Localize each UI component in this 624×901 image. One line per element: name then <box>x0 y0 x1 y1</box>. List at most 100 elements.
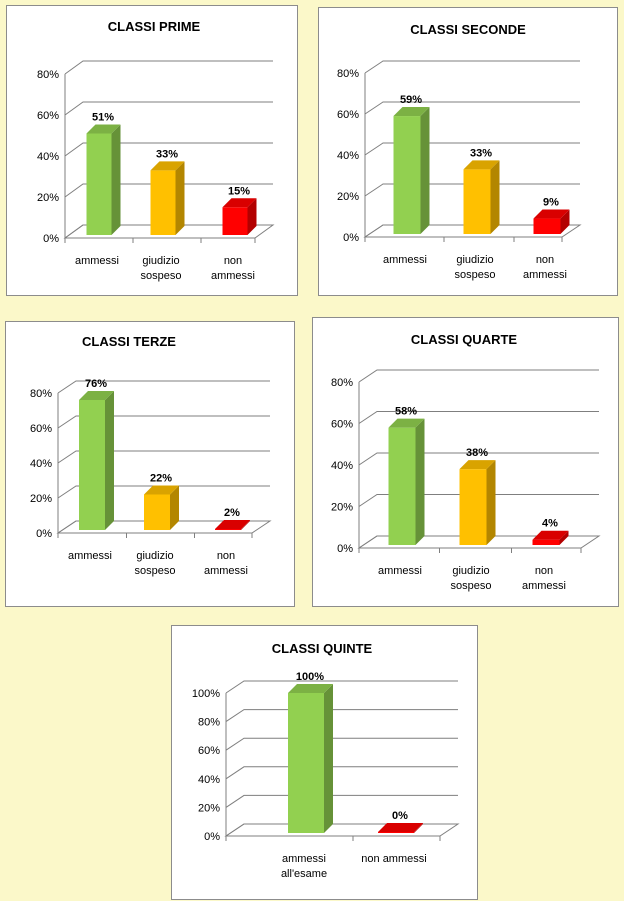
bar-side <box>415 418 425 545</box>
bar-side <box>414 823 423 833</box>
data-label: 4% <box>542 518 558 530</box>
data-label: 76% <box>85 378 107 390</box>
gridline <box>364 60 580 74</box>
bar <box>222 198 257 235</box>
bar <box>215 520 250 530</box>
y-tick-label: 40% <box>331 460 353 472</box>
y-tick-label: 60% <box>331 419 353 431</box>
bar <box>393 107 430 234</box>
bar <box>459 460 496 545</box>
data-label: 100% <box>296 671 324 683</box>
y-tick-label: 40% <box>337 150 359 162</box>
data-label: 51% <box>92 111 114 123</box>
bar <box>79 391 114 530</box>
bar-side <box>247 198 257 235</box>
bar-side <box>105 391 114 530</box>
chart-svg: CLASSI QUINTE 0% 20% 40% 60% 80% 100% 100% amme… <box>192 641 460 880</box>
bar-front <box>288 693 324 833</box>
y-tick-label: 60% <box>337 109 359 121</box>
bar-side <box>420 107 430 234</box>
bar-side <box>486 460 496 545</box>
data-label: 15% <box>228 185 250 197</box>
bar-top <box>222 198 257 208</box>
gridline <box>64 224 273 239</box>
bar <box>86 124 121 235</box>
x-tick-label: ammessi <box>75 255 119 267</box>
plot-area: 0% 20% 40% 60% 80% 59% ammessi 33% giudizio sospe… <box>337 60 582 281</box>
bar-front <box>388 427 416 545</box>
bar <box>288 684 333 833</box>
y-tick-label: 20% <box>331 502 353 514</box>
gridline <box>358 494 599 507</box>
bar-top <box>533 209 570 219</box>
bar-front <box>215 529 241 530</box>
data-label: 0% <box>392 810 408 822</box>
gridline <box>364 101 580 115</box>
gridline <box>364 183 580 197</box>
gridline <box>225 766 458 780</box>
bar-top <box>144 485 179 495</box>
bar-top <box>463 160 500 170</box>
y-tick-label: 0% <box>43 233 59 245</box>
bar-top <box>79 391 114 400</box>
bar-top <box>532 530 569 540</box>
chart-svg: CLASSI QUARTE 0% 20% 40% 60% 80% 58% ammessi 38… <box>331 332 601 592</box>
bar-side <box>560 209 570 234</box>
gridline <box>64 142 273 157</box>
chart-title: CLASSI SECONDE <box>410 22 526 37</box>
gridline <box>364 224 580 238</box>
gridline <box>57 520 270 534</box>
data-label: 9% <box>543 197 559 209</box>
chart-floor <box>224 823 460 837</box>
gridline <box>64 60 273 75</box>
plot-area: 0% 20% 40% 60% 80% 100% 100% ammessi all'esame 0%… <box>192 671 460 880</box>
x-tick-label: ammessi <box>383 254 427 266</box>
bar-front <box>532 539 560 545</box>
bar <box>388 418 425 545</box>
bar-top <box>150 161 185 171</box>
y-tick-label: 40% <box>37 151 59 163</box>
bar-top <box>215 520 250 529</box>
x-tick-label: ammessi all'esame <box>281 853 327 880</box>
data-label: 33% <box>470 147 492 159</box>
bar-side <box>170 485 179 530</box>
chart-panel-terze: CLASSI TERZE 0% 20% 40% 60% 80% 76% ammessi 22%… <box>5 321 295 607</box>
bar-side <box>175 161 185 235</box>
plot-area: 0% 20% 40% 60% 80% 76% ammessi 22% giudizio sospe… <box>30 378 272 577</box>
x-tick-label: non ammessi <box>522 565 566 592</box>
y-tick-label: 20% <box>37 192 59 204</box>
y-tick-label: 80% <box>198 717 220 729</box>
y-tick-label: 80% <box>337 68 359 80</box>
y-tick-label: 20% <box>30 493 52 505</box>
data-label: 38% <box>466 447 488 459</box>
gridline <box>57 485 270 499</box>
gridline <box>57 415 270 429</box>
chart-title: CLASSI QUINTE <box>272 641 373 656</box>
gridline <box>57 380 270 394</box>
data-label: 2% <box>224 507 240 519</box>
bar <box>463 160 500 234</box>
y-tick-label: 0% <box>204 831 220 843</box>
bar <box>533 209 570 234</box>
plot-area: 0% 20% 40% 60% 80% 58% ammessi 38% giudizio sospe… <box>331 369 601 592</box>
bar-front <box>222 207 248 235</box>
bar-side <box>559 530 569 545</box>
bar-side <box>111 124 121 235</box>
chart-title: CLASSI TERZE <box>82 334 176 349</box>
y-tick-label: 40% <box>198 774 220 786</box>
bar-front <box>533 218 561 234</box>
x-tick-label: giudizio sospeso <box>451 565 492 592</box>
y-tick-label: 60% <box>30 423 52 435</box>
chart-svg: CLASSI SECONDE 0% 20% 40% 60% 80% 59% ammessi 3… <box>337 22 582 281</box>
bar-front <box>463 169 491 234</box>
plot-area: 0% 20% 40% 60% 80% 51% ammessi 33% giudizio sospe… <box>37 60 275 282</box>
x-tick-label: ammessi <box>68 550 112 562</box>
bar <box>532 530 569 545</box>
x-tick-label: giudizio sospeso <box>141 255 182 282</box>
x-tick-label: giudizio sospeso <box>455 254 496 281</box>
bar <box>150 161 185 235</box>
gridline <box>57 450 270 464</box>
chart-panel-quinte: CLASSI QUINTE 0% 20% 40% 60% 80% 100% 100% amme… <box>171 625 478 900</box>
y-tick-label: 0% <box>337 543 353 555</box>
x-tick-label: non ammessi <box>211 255 255 282</box>
